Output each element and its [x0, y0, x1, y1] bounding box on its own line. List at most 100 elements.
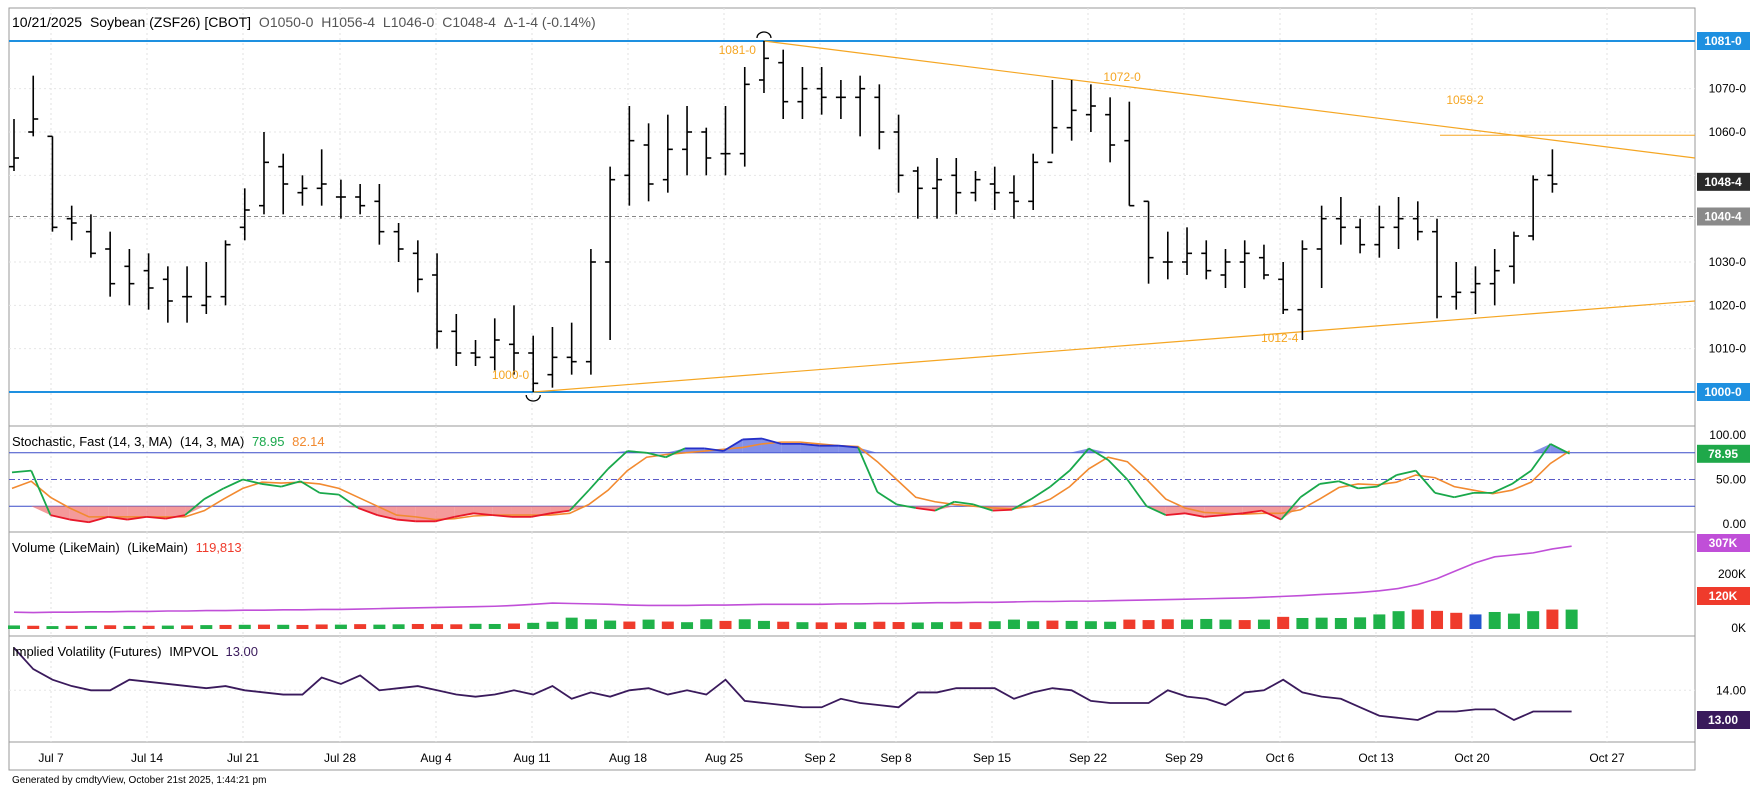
ohlc-bar [1066, 80, 1077, 141]
price-axis-label: 1030-0 [1709, 255, 1747, 269]
volume-bar [431, 624, 444, 629]
x-tick-label: Aug 25 [705, 751, 743, 765]
stoch-axis-label: 0.00 [1723, 517, 1747, 531]
ohlc-bar [739, 67, 750, 167]
ohlc-bar [85, 214, 96, 258]
volume-bar [1238, 620, 1251, 629]
volume-bar [777, 621, 790, 629]
stoch-oversold-fill [1204, 506, 1224, 517]
volume-bar [488, 623, 501, 629]
volume-bar [257, 624, 270, 629]
volume-bar [873, 621, 886, 629]
ohlc-bar [278, 153, 289, 215]
volume-bar [1488, 611, 1501, 629]
stoch-k-segment [127, 515, 147, 521]
volume-bar [161, 625, 174, 629]
implied-volatility-panel[interactable] [13, 647, 1572, 722]
stoch-k-segment [165, 514, 186, 520]
stoch-k-segment [1358, 485, 1378, 490]
volume-bar [1334, 617, 1347, 629]
stoch-k-segment [550, 509, 570, 515]
ohlc-bar [912, 166, 923, 219]
volume-bar [815, 622, 828, 629]
stoch-k-segment [1434, 491, 1455, 499]
badge-iv: 13.00 [1697, 711, 1750, 729]
ohlc-bar [1258, 244, 1269, 280]
x-tick-label: Aug 4 [420, 751, 452, 765]
ohlc-bar [874, 84, 885, 150]
volume-bar [796, 622, 809, 629]
stoch-k-segment [723, 438, 744, 452]
stoch-k-segment [1011, 498, 1032, 511]
volume-bar [469, 623, 482, 629]
ohlc-bar [816, 67, 827, 115]
header-high-key: H [321, 14, 331, 30]
stoch-k-segment [299, 480, 321, 494]
ohlc-bar [970, 171, 981, 202]
volume-bar [738, 619, 751, 629]
ohlc-bar [701, 127, 712, 176]
stoch-oversold-fill [396, 506, 416, 522]
ohlc-bar [297, 175, 308, 206]
ohlc-bar [951, 158, 962, 215]
ohlc-bar [1470, 266, 1481, 314]
badge-bottom-bg [1697, 383, 1750, 401]
stoch-k-segment [531, 512, 551, 518]
ohlc-bar [1162, 231, 1173, 280]
ohlc-bar [258, 132, 269, 215]
volume-bar [200, 625, 213, 629]
badge-iv-text: 13.00 [1708, 713, 1738, 727]
volume-bar [681, 622, 694, 629]
ohlc-bar [1355, 218, 1366, 254]
volume-bar [892, 622, 905, 629]
volume-bar [1296, 617, 1309, 629]
stoch-k-segment [184, 498, 205, 516]
stoch-k-segment [800, 443, 820, 447]
price-panel[interactable]: 1081-0 1072-0 1059-2 1012-4 1000-0 [9, 31, 1696, 402]
volume-bar [123, 625, 136, 629]
stoch-k-segment [1492, 483, 1513, 494]
price-annotation: 1081-0 [719, 43, 757, 57]
ohlc-bar [201, 262, 212, 314]
footer-credit: Generated by cmdtyView, October 21st 202… [12, 775, 267, 786]
stoch-oversold-fill [1281, 506, 1301, 520]
x-tick-label: Sep 2 [804, 751, 836, 765]
stoch-k-segment [896, 503, 916, 509]
volume-bar [1161, 619, 1174, 629]
volume-bar [988, 621, 1001, 629]
ohlc-bar [1085, 84, 1096, 132]
volume-bar [1084, 621, 1097, 629]
stoch-oversold-fill [1242, 506, 1262, 514]
stoch-k-segment [1049, 469, 1071, 488]
stoch-k-segment [857, 447, 879, 493]
volume-bar [373, 624, 386, 629]
volume-title: Volume (LikeMain) [12, 540, 120, 555]
volume-bar [1392, 611, 1405, 629]
volume-bar [1450, 612, 1463, 629]
x-tick-label: Sep 22 [1069, 751, 1107, 765]
ohlc-bar [489, 318, 500, 371]
stoch-k-segment [1338, 480, 1359, 490]
volume-panel[interactable] [8, 545, 1578, 629]
volume-bar [1123, 619, 1136, 629]
stoch-k-segment [1030, 485, 1051, 500]
volume-bar [931, 622, 944, 629]
stoch-k-segment [973, 503, 994, 512]
header-low: 1046-0 [391, 14, 435, 30]
stoch-overbought-fill [819, 445, 839, 453]
ohlc-bar [547, 327, 558, 388]
stoch-k-segment [11, 469, 32, 474]
badge-ref: 1040-4 [1697, 207, 1750, 226]
axes: Jul 7 Jul 14 Jul 21 Jul 28 Aug 4 Aug 11 Aug 18… [38, 32, 1750, 765]
ohlc-bar [720, 106, 731, 176]
header-low-key: L [383, 14, 391, 30]
stoch-k-segment [1549, 443, 1571, 455]
stochastic-panel[interactable] [9, 437, 1695, 524]
x-tick-label: Sep 15 [973, 751, 1011, 765]
stoch-k-segment [50, 514, 70, 521]
downtrend-line [763, 40, 1696, 159]
x-tick-label: Jul 21 [227, 751, 259, 765]
volume-bar [1065, 620, 1078, 629]
